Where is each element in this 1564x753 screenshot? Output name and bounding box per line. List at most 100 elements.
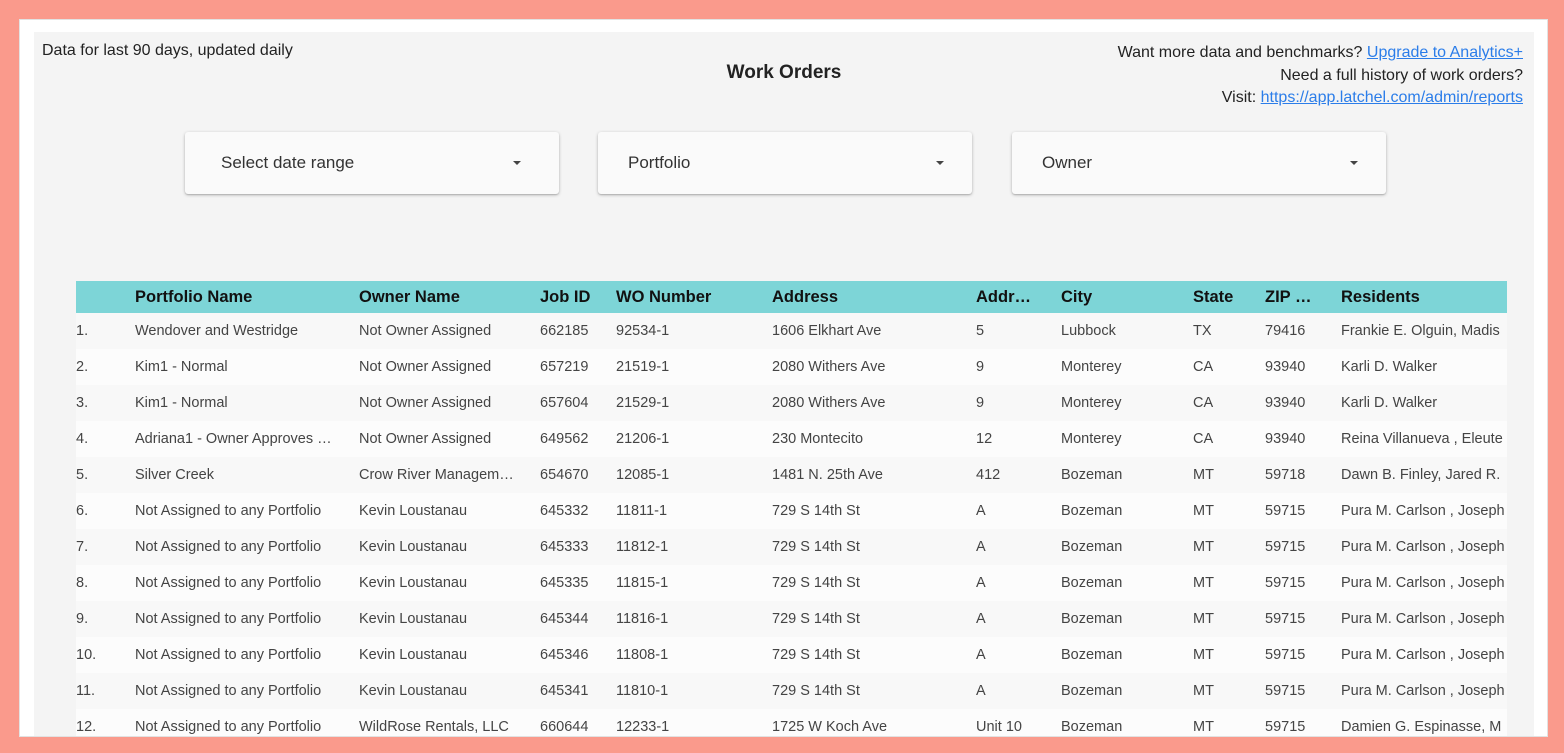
cell-row-index: 3. (76, 395, 89, 411)
owner-dropdown[interactable]: Owner (1012, 132, 1386, 194)
table-row[interactable]: 12. Not Assigned to any Portfolio WildRose… (76, 709, 1507, 736)
cell-row-index: 4. (76, 431, 89, 447)
column-header-owner-name[interactable]: Owner Name (359, 287, 460, 306)
cell-address-2: 9 (976, 395, 985, 411)
cell-city: Monterey (1061, 431, 1122, 447)
cell-wo-number: 11816-1 (616, 611, 669, 627)
cell-portfolio-name: Not Assigned to any Portfolio (135, 683, 322, 699)
cell-job-id: 657219 (540, 359, 589, 375)
cell-owner-name: Kevin Loustanau (359, 611, 468, 627)
chevron-down-icon (513, 161, 521, 165)
table-row[interactable]: 5. Silver Creek Crow River Managem… 654670 1… (76, 457, 1507, 493)
column-header-address[interactable]: Address (772, 287, 839, 306)
work-orders-table-container[interactable]: Portfolio Name Owner Name Job ID WO Numb… (76, 281, 1507, 736)
cell-zip: 59715 (1265, 539, 1306, 555)
cell-city: Bozeman (1061, 575, 1123, 591)
cell-address-2: A (976, 575, 986, 591)
column-header-state[interactable]: State (1193, 287, 1234, 306)
cell-zip: 59718 (1265, 467, 1306, 483)
column-header-index (76, 281, 135, 313)
column-header-zip[interactable]: ZIP … (1265, 287, 1312, 306)
cell-portfolio-name: Wendover and Westridge (135, 323, 299, 339)
column-header-address-2[interactable]: Addr… (976, 287, 1031, 306)
cell-state: MT (1193, 575, 1214, 591)
table-row[interactable]: 11. Not Assigned to any Portfolio Kevin Lo… (76, 673, 1507, 709)
column-header-job-id[interactable]: Job ID (540, 287, 591, 306)
data-freshness-note: Data for last 90 days, updated daily (42, 42, 293, 59)
portfolio-dropdown[interactable]: Portfolio (598, 132, 972, 194)
cell-address: 729 S 14th St (772, 539, 860, 555)
table-row[interactable]: 7. Not Assigned to any Portfolio Kevin Lou… (76, 529, 1507, 565)
cell-owner-name: Not Owner Assigned (359, 395, 492, 411)
cell-wo-number: 11808-1 (616, 647, 669, 663)
table-row[interactable]: 9. Not Assigned to any Portfolio Kevin Lou… (76, 601, 1507, 637)
cell-state: MT (1193, 467, 1214, 483)
cell-zip: 93940 (1265, 359, 1306, 375)
cell-address-2: A (976, 683, 986, 699)
cell-residents: Pura M. Carlson , Joseph (1341, 503, 1505, 519)
cell-row-index: 5. (76, 467, 89, 483)
table-row[interactable]: 6. Not Assigned to any Portfolio Kevin Lou… (76, 493, 1507, 529)
promo-text-analytics: Want more data and benchmarks? (1117, 44, 1363, 61)
cell-residents: Pura M. Carlson , Joseph (1341, 611, 1505, 627)
cell-row-index: 1. (76, 323, 89, 339)
cell-row-index: 9. (76, 611, 89, 627)
date-range-dropdown[interactable]: Select date range (185, 132, 559, 194)
cell-zip: 93940 (1265, 431, 1306, 447)
cell-job-id: 657604 (540, 395, 589, 411)
column-header-portfolio-name[interactable]: Portfolio Name (135, 287, 253, 306)
cell-wo-number: 12233-1 (616, 719, 670, 735)
table-row[interactable]: 1. Wendover and Westridge Not Owner Assign… (76, 313, 1507, 349)
work-orders-table: Portfolio Name Owner Name Job ID WO Numb… (76, 281, 1507, 736)
cell-city: Bozeman (1061, 719, 1123, 735)
table-header-row: Portfolio Name Owner Name Job ID WO Numb… (76, 281, 1507, 313)
upgrade-analytics-link[interactable]: Upgrade to Analytics+ (1366, 44, 1523, 61)
cell-zip: 59715 (1265, 503, 1306, 519)
cell-job-id: 645346 (540, 647, 589, 663)
cell-address: 1481 N. 25th Ave (772, 467, 883, 483)
table-row[interactable]: 3. Kim1 - Normal Not Owner Assigned 657604 2… (76, 385, 1507, 421)
cell-address-2: A (976, 503, 986, 519)
cell-state: CA (1193, 395, 1214, 411)
cell-address: 729 S 14th St (772, 611, 860, 627)
cell-job-id: 660644 (540, 719, 589, 735)
table-row[interactable]: 4. Adriana1 - Owner Approves … Not Owner A… (76, 421, 1507, 457)
cell-portfolio-name: Not Assigned to any Portfolio (135, 719, 322, 735)
cell-state: CA (1193, 431, 1214, 447)
report-panel: Data for last 90 days, updated daily Wor… (34, 32, 1534, 736)
cell-address: 729 S 14th St (772, 683, 860, 699)
cell-wo-number: 21206-1 (616, 431, 670, 447)
cell-address: 729 S 14th St (772, 503, 860, 519)
chevron-down-icon (936, 161, 944, 165)
cell-residents: Reina Villanueva , Eleute (1341, 431, 1503, 447)
cell-wo-number: 12085-1 (616, 467, 670, 483)
cell-zip: 59715 (1265, 647, 1306, 663)
cell-state: MT (1193, 683, 1214, 699)
cell-zip: 59715 (1265, 683, 1306, 699)
table-row[interactable]: 10. Not Assigned to any Portfolio Kevin Lo… (76, 637, 1507, 673)
cell-owner-name: Crow River Managem… (359, 467, 514, 483)
cell-row-index: 11. (76, 683, 96, 699)
cell-owner-name: WildRose Rentals, LLC (359, 719, 509, 735)
cell-residents: Pura M. Carlson , Joseph (1341, 683, 1505, 699)
table-row[interactable]: 8. Not Assigned to any Portfolio Kevin Lou… (76, 565, 1507, 601)
table-row[interactable]: 2. Kim1 - Normal Not Owner Assigned 657219 2… (76, 349, 1507, 385)
cell-row-index: 8. (76, 575, 89, 591)
reports-link[interactable]: https://app.latchel.com/admin/reports (1260, 89, 1523, 106)
cell-wo-number: 11810-1 (616, 683, 669, 699)
cell-zip: 59715 (1265, 575, 1306, 591)
cell-job-id: 654670 (540, 467, 589, 483)
column-header-wo-number[interactable]: WO Number (616, 287, 712, 306)
cell-portfolio-name: Silver Creek (135, 467, 214, 483)
cell-address: 729 S 14th St (772, 647, 860, 663)
column-header-residents[interactable]: Residents (1341, 287, 1420, 306)
cell-city: Bozeman (1061, 503, 1123, 519)
cell-residents: Pura M. Carlson , Joseph (1341, 575, 1505, 591)
cell-city: Bozeman (1061, 611, 1123, 627)
cell-owner-name: Kevin Loustanau (359, 575, 468, 591)
cell-owner-name: Kevin Loustanau (359, 647, 468, 663)
cell-row-index: 2. (76, 359, 89, 375)
column-header-city[interactable]: City (1061, 287, 1093, 306)
cell-residents: Damien G. Espinasse, M (1341, 719, 1502, 735)
promo-text-visit: Visit: (1221, 89, 1257, 106)
